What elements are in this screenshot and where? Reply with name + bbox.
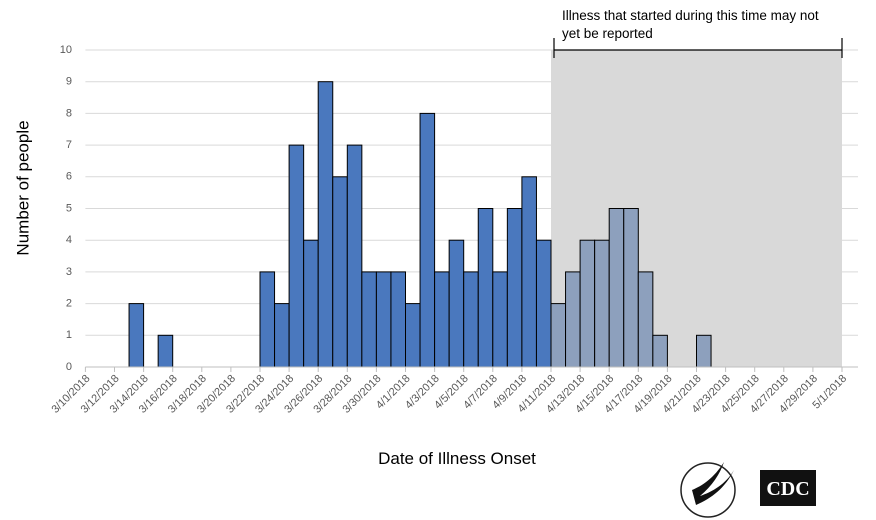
bar [346, 144, 363, 368]
y-axis-label: Number of people [13, 120, 32, 255]
y-tick-label: 7 [66, 139, 72, 151]
bar [259, 271, 276, 368]
bar [303, 239, 319, 368]
annotation-text: yet be reported [562, 26, 653, 41]
bar [274, 303, 290, 368]
bar [448, 239, 465, 368]
bar [390, 271, 407, 368]
bar [623, 208, 639, 368]
bar [535, 239, 552, 368]
bar [506, 208, 523, 368]
bar [157, 334, 174, 368]
bar [361, 271, 377, 368]
y-tick-label: 9 [66, 76, 72, 88]
bar [405, 303, 421, 368]
bar [579, 239, 596, 368]
bar [696, 334, 712, 368]
bar [652, 334, 668, 368]
y-tick-label: 8 [66, 107, 72, 119]
bar [594, 239, 610, 368]
bar [317, 81, 334, 368]
y-tick-label: 5 [66, 202, 72, 214]
bar [521, 176, 537, 368]
x-axis-label: Date of Illness Onset [378, 449, 536, 468]
cdc-logo-text: CDC [766, 478, 809, 500]
bar [419, 112, 436, 368]
y-tick-label: 3 [66, 266, 72, 278]
bar [288, 144, 305, 368]
annotation-text: Illness that started during this time ma… [562, 8, 819, 23]
bar [477, 208, 494, 368]
bar [128, 303, 145, 368]
y-tick-label: 0 [66, 361, 72, 373]
bar [375, 271, 392, 368]
bar [637, 271, 654, 368]
y-tick-label: 2 [66, 298, 72, 310]
y-tick-label: 10 [60, 44, 72, 56]
bar [492, 271, 508, 368]
cdc-logo: CDC [760, 470, 816, 506]
y-tick-label: 1 [66, 329, 72, 341]
bar [434, 271, 450, 368]
bar [565, 271, 581, 368]
bar [332, 176, 348, 368]
bar [550, 303, 567, 368]
y-tick-label: 4 [66, 234, 72, 246]
hhs-logo [680, 462, 736, 518]
bar [463, 271, 479, 368]
bar [608, 208, 625, 368]
y-tick-label: 6 [66, 171, 72, 183]
